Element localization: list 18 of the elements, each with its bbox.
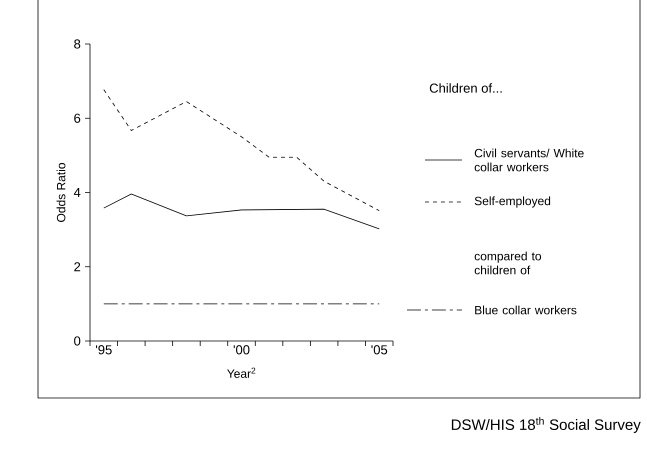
y-axis-title: Odds Ratio: [56, 162, 66, 222]
line-series: [103, 194, 380, 230]
legend-title: Children of...: [430, 83, 502, 93]
y-tick-label: 0: [74, 336, 80, 346]
legend-label: Blue collar workers: [475, 306, 576, 314]
y-tick-label: 8: [74, 39, 80, 49]
text: compared to children of: [474, 252, 542, 274]
x-axis-title: Year$^{2}$: [227, 368, 256, 378]
x-tick-label: '00: [234, 345, 250, 354]
line-series: [103, 89, 380, 212]
legend-label: Self-employed: [474, 196, 550, 208]
legend-label: Civil servants/ White collar workers: [474, 148, 584, 172]
x-tick-label: '95: [96, 345, 112, 354]
y-tick-label: 6: [74, 114, 80, 123]
y-tick-label: 2: [74, 262, 80, 272]
x-tick-label: '05: [371, 345, 388, 354]
y-tick-label: 4: [74, 188, 80, 197]
text: DSW/HIS 18$^{th}$ Social Survey: [452, 417, 641, 433]
